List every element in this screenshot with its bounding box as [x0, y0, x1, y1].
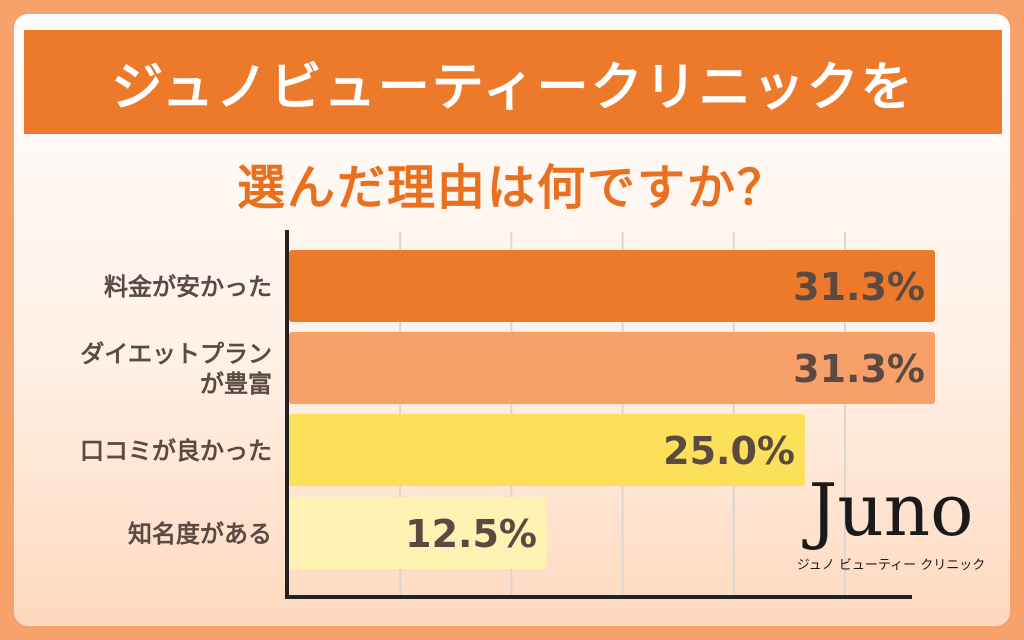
bar-value-label: 12.5%	[405, 512, 537, 556]
bar-layer	[289, 250, 935, 569]
category-label: 口コミが良かった	[80, 437, 272, 465]
logo-wordmark: Juno	[808, 468, 974, 552]
bar	[289, 250, 935, 322]
bar-value-label: 25.0%	[663, 429, 795, 473]
category-label: ダイエットプラン	[80, 340, 272, 368]
bar	[289, 497, 547, 569]
bar-value-label: 31.3%	[793, 347, 925, 391]
bar	[289, 414, 805, 486]
title-banner: ジュノビューティークリニックを	[24, 30, 1002, 134]
chart-title-line1: ジュノビューティークリニックを	[111, 57, 915, 118]
bar-value-label: 31.3%	[793, 265, 925, 309]
chart-title-line2: 選んだ理由は何ですか？	[236, 160, 787, 216]
category-label: が豊富	[200, 370, 272, 398]
category-label: 料金が安かった	[104, 273, 272, 301]
category-label: 知名度がある	[128, 520, 272, 548]
logo-subtitle: ジュノ ビューティー クリニック	[796, 558, 986, 573]
juno-logo: Juno ジュノ ビューティー クリニック	[786, 468, 996, 578]
bar	[289, 332, 935, 404]
